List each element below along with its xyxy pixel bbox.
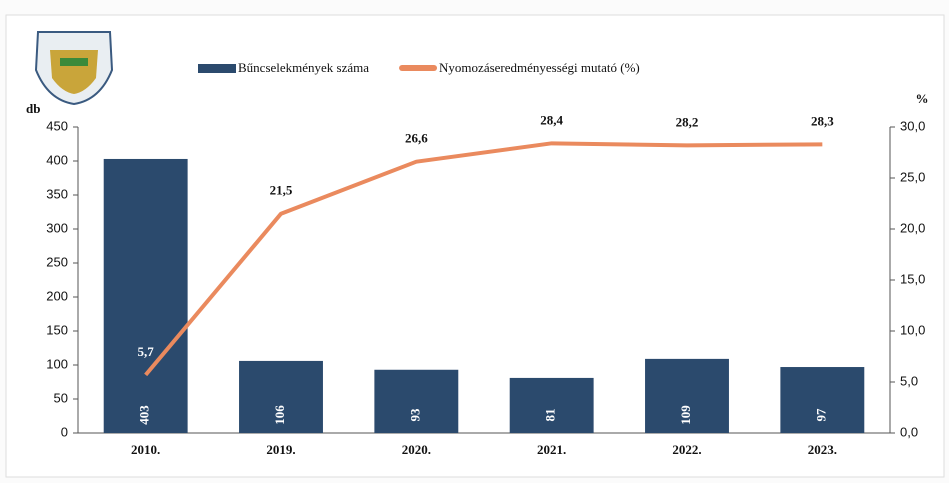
x-tick-label: 2021. bbox=[537, 442, 566, 457]
x-tick-label: 2020. bbox=[402, 442, 431, 457]
bar-value-label: 403 bbox=[137, 405, 152, 425]
bar-value-label: 93 bbox=[407, 408, 422, 422]
x-tick-label: 2019. bbox=[266, 442, 295, 457]
y2-tick-label: 10,0 bbox=[900, 322, 925, 337]
y2-tick-label: 30,0 bbox=[900, 118, 925, 133]
line-value-label: 28,4 bbox=[540, 112, 563, 127]
y-tick-label: 350 bbox=[46, 186, 68, 201]
x-tick-label: 2010. bbox=[131, 442, 160, 457]
legend-swatch bbox=[198, 64, 236, 73]
y2-tick-label: 0,0 bbox=[900, 424, 918, 439]
y-tick-label: 150 bbox=[46, 322, 68, 337]
line-value-label: 26,6 bbox=[405, 131, 428, 146]
line-value-label: 28,3 bbox=[811, 113, 834, 128]
y-tick-label: 250 bbox=[46, 254, 68, 269]
bar-value-label: 106 bbox=[272, 405, 287, 425]
y2-tick-label: 15,0 bbox=[900, 271, 925, 286]
y2-axis-label: % bbox=[916, 91, 929, 106]
y-tick-label: 50 bbox=[54, 390, 68, 405]
bar-value-label: 97 bbox=[813, 408, 828, 422]
x-tick-label: 2023. bbox=[808, 442, 837, 457]
y-tick-label: 0 bbox=[61, 424, 68, 439]
line-value-label: 28,2 bbox=[676, 114, 699, 129]
line-value-label: 5,7 bbox=[138, 344, 155, 359]
y2-tick-label: 20,0 bbox=[900, 220, 925, 235]
bar-value-label: 109 bbox=[678, 405, 693, 425]
chart: db % 0 50 100 150 200 250 300 350 400 450 0,0 5,0 10… bbox=[0, 0, 949, 483]
y-tick-label: 200 bbox=[46, 288, 68, 303]
bar-value-label: 81 bbox=[543, 409, 558, 422]
line-value-label: 21,5 bbox=[270, 183, 293, 198]
bar bbox=[510, 378, 594, 433]
y-axis-label: db bbox=[26, 101, 40, 116]
y2-tick-label: 25,0 bbox=[900, 169, 925, 184]
y-tick-label: 450 bbox=[46, 118, 68, 133]
bar bbox=[780, 367, 864, 433]
y2-tick-label: 5,0 bbox=[900, 373, 918, 388]
page: {"chart_data": {"type": "bar-line", "cat… bbox=[0, 0, 949, 483]
bar bbox=[104, 159, 188, 433]
x-tick-label: 2022. bbox=[672, 442, 701, 457]
bar bbox=[374, 370, 458, 433]
legend-label: Bűncselekmények száma bbox=[238, 60, 369, 75]
y-tick-label: 100 bbox=[46, 356, 68, 371]
legend-label: Nyomozáseredményességi mutató (%) bbox=[439, 60, 640, 75]
y-tick-label: 300 bbox=[46, 220, 68, 235]
y-tick-label: 400 bbox=[46, 152, 68, 167]
